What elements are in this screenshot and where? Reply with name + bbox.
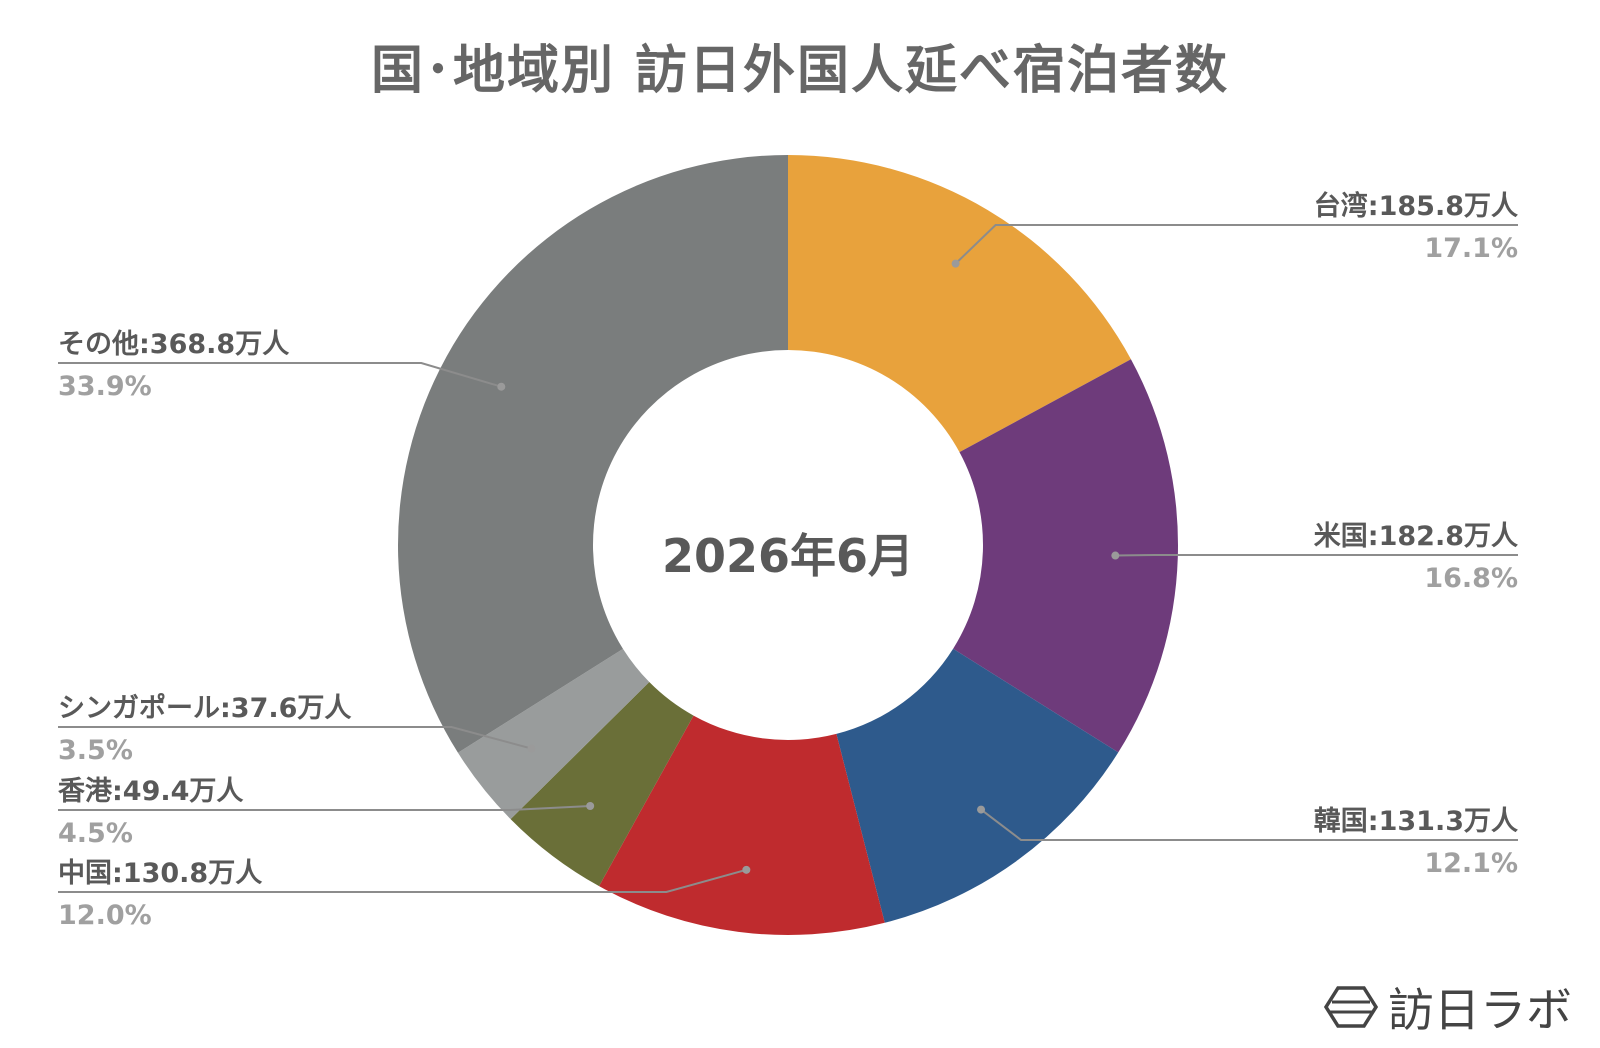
logo-hexagon-icon: [1324, 986, 1378, 1028]
slice-6: [397, 155, 788, 753]
center-label: 2026年6月: [662, 529, 914, 583]
leader-line-5: [58, 726, 532, 750]
leader-dot-4: [586, 802, 595, 811]
slice-label-6: その他:368.8万人: [58, 329, 289, 360]
leader-line-2: [980, 808, 1518, 841]
logo-text: 訪日ラボ: [1388, 983, 1572, 1037]
chart-title: 国･地域別 訪日外国人延べ宿泊者数: [370, 41, 1230, 101]
slice-2: [836, 648, 1119, 923]
leader-line-0: [954, 224, 1518, 265]
slice-1: [953, 359, 1179, 753]
slice-label-3: 中国:130.8万人: [58, 858, 262, 889]
leader-dot-1: [1111, 551, 1120, 560]
leader-line-6: [58, 362, 502, 388]
leader-line-1: [1115, 554, 1518, 557]
slice-percent-6: 33.9%: [58, 371, 152, 402]
leader-dot-3: [742, 865, 751, 874]
slice-5: [457, 648, 650, 820]
slice-label-1: 米国:182.8万人: [1314, 521, 1518, 552]
slice-label-5: シンガポール:37.6万人: [58, 693, 351, 724]
leader-dot-2: [977, 805, 986, 814]
slice-label-0: 台湾:185.8万人: [1314, 190, 1518, 222]
slice-label-2: 韓国:131.3万人: [1314, 806, 1518, 837]
slice-4: [510, 682, 694, 887]
slice-3: [599, 715, 885, 936]
slice-percent-5: 3.5%: [58, 735, 133, 766]
brand-logo: 訪日ラボ: [1324, 974, 1572, 1040]
slice-percent-4: 4.5%: [58, 818, 133, 849]
slice-percent-2: 12.1%: [1424, 848, 1518, 879]
leader-dot-6: [497, 382, 506, 391]
slice-percent-0: 17.1%: [1424, 233, 1518, 264]
leader-dot-5: [527, 744, 536, 753]
leader-line-3: [58, 868, 747, 893]
leader-line-4: [58, 805, 591, 811]
slice-percent-3: 12.0%: [58, 900, 152, 931]
leader-dot-0: [951, 259, 960, 268]
slice-label-4: 香港:49.4万人: [58, 776, 243, 807]
slice-percent-1: 16.8%: [1424, 563, 1518, 594]
slice-0: [788, 155, 1131, 453]
